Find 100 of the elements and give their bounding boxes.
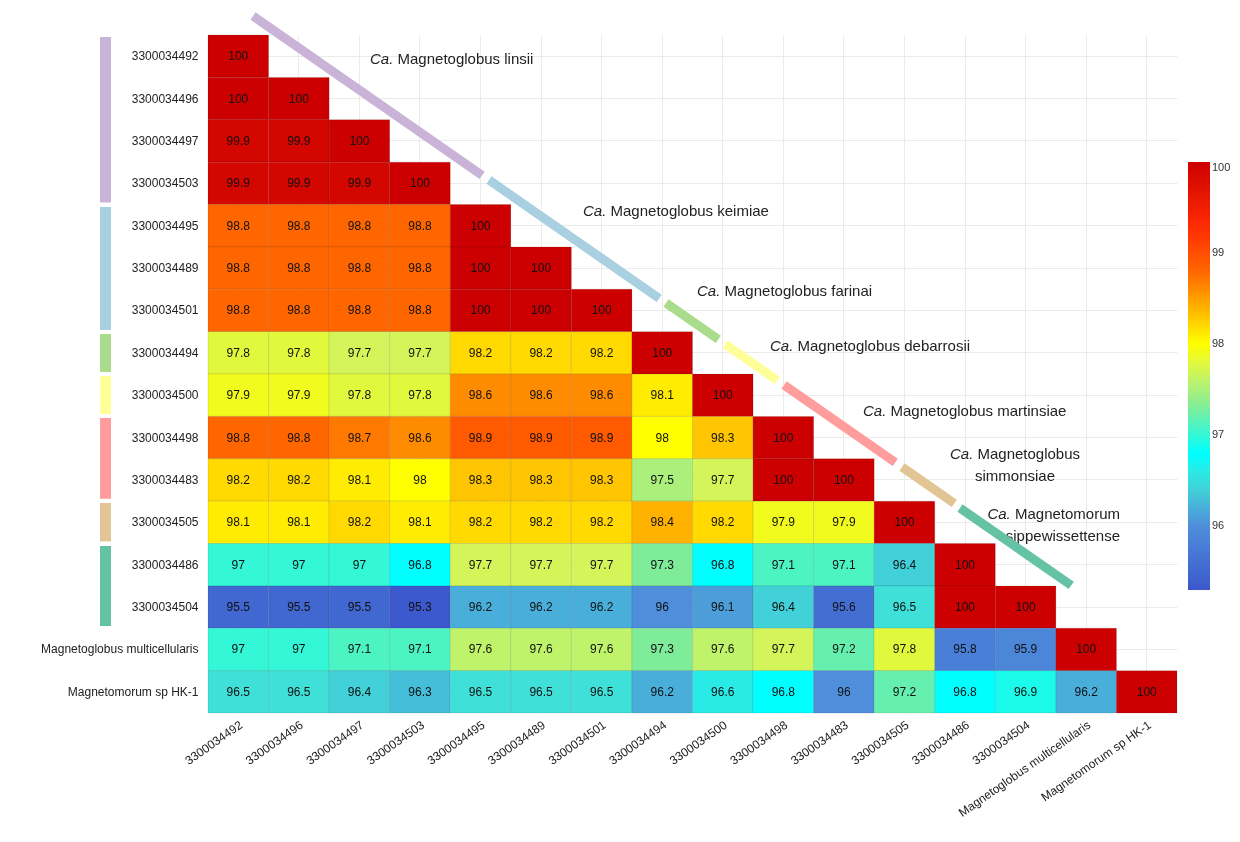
data-label: 97.3 xyxy=(650,557,675,572)
data-label: 96.4 xyxy=(771,600,796,615)
data-label: 100 xyxy=(470,218,491,233)
data-label: 98.3 xyxy=(589,472,614,487)
data-label: 100 xyxy=(409,176,431,191)
y-tick-label: 3300034501 xyxy=(131,303,199,318)
data-label: 97.7 xyxy=(408,345,432,360)
data-label: 100 xyxy=(1136,684,1158,699)
data-label: 96.8 xyxy=(771,684,796,699)
data-label: 97.8 xyxy=(892,642,917,657)
data-label: 100 xyxy=(349,133,370,148)
data-label: 100 xyxy=(591,303,612,318)
data-label: 97.9 xyxy=(771,515,796,530)
data-label: 100 xyxy=(712,388,734,403)
data-label: 96 xyxy=(837,684,851,699)
data-label: 98.2 xyxy=(287,472,311,487)
y-tick-label: 3300034489 xyxy=(131,261,199,276)
color-bar-label: 98 xyxy=(1212,337,1225,350)
data-label: 98.8 xyxy=(287,218,311,233)
data-label: 100 xyxy=(894,515,915,530)
data-label: 96.8 xyxy=(408,557,432,572)
annotation: Ca. Magnetoglobus simmonsiae xyxy=(948,444,1082,486)
data-label: 96.8 xyxy=(953,684,978,699)
data-label: 97.7 xyxy=(589,557,614,572)
y-tick-label: 3300034496 xyxy=(131,91,199,106)
data-label: 98.7 xyxy=(347,430,372,445)
data-label: 100 xyxy=(288,91,310,106)
data-label: 98.2 xyxy=(529,515,554,530)
data-label: 97.1 xyxy=(832,557,856,572)
data-label: 98 xyxy=(413,472,427,487)
data-label: 98.9 xyxy=(529,430,554,445)
y-tick-label: Magnetoglobus multicellularis xyxy=(41,642,199,657)
data-label: 95.5 xyxy=(226,600,251,615)
data-label: 98.8 xyxy=(287,261,311,276)
data-label: 96.9 xyxy=(1013,684,1038,699)
annotation: Ca. Magnetomorum sippewissettense xyxy=(986,504,1120,546)
data-label: 100 xyxy=(1076,642,1097,657)
data-label: 96.5 xyxy=(287,684,311,699)
data-label: 96.2 xyxy=(1074,684,1099,699)
data-label: 97.6 xyxy=(529,642,554,657)
data-label: 98.8 xyxy=(287,430,311,445)
data-label: 97 xyxy=(231,642,246,657)
data-label: 97.8 xyxy=(287,345,311,360)
data-label: 97.8 xyxy=(347,388,372,403)
data-label: 97.7 xyxy=(529,557,554,572)
data-label: 100 xyxy=(833,472,855,487)
y-tick-label: 3300034497 xyxy=(131,133,199,148)
y-tick-label: Magnetomorum sp HK-1 xyxy=(67,684,199,699)
data-label: 95.8 xyxy=(953,642,978,657)
annotation: Ca. Magnetoglobus farinai xyxy=(697,281,873,301)
data-label: 97 xyxy=(292,557,306,572)
data-label: 100 xyxy=(470,261,491,276)
data-label: 97.9 xyxy=(226,388,251,403)
data-label: 96.5 xyxy=(529,684,554,699)
data-label: 98.2 xyxy=(529,345,554,360)
data-label: 98.8 xyxy=(347,218,372,233)
color-bar-label: 97 xyxy=(1212,428,1225,441)
data-label: 100 xyxy=(773,472,794,487)
data-label: 97.7 xyxy=(711,472,735,487)
data-label: 100 xyxy=(531,261,552,276)
data-label: 96.5 xyxy=(468,684,493,699)
data-label: 97.8 xyxy=(408,388,432,403)
data-label: 98.9 xyxy=(468,430,493,445)
y-tick-label: 3300034495 xyxy=(131,218,199,233)
data-label: 96.5 xyxy=(892,600,917,615)
data-label: 97.2 xyxy=(832,642,856,657)
data-label: 97.9 xyxy=(832,515,856,530)
data-label: 99.9 xyxy=(287,133,311,148)
data-label: 98.2 xyxy=(589,345,614,360)
data-label: 97.7 xyxy=(771,642,796,657)
data-label: 98.2 xyxy=(347,515,372,530)
data-label: 97.6 xyxy=(468,642,493,657)
data-label: 98.3 xyxy=(711,430,735,445)
data-label: 96.5 xyxy=(589,684,614,699)
data-label: 98.3 xyxy=(468,472,493,487)
data-label: 99.9 xyxy=(226,176,251,191)
data-label: 97.2 xyxy=(892,684,917,699)
annotation: Ca. Magnetoglobus linsii xyxy=(370,49,534,69)
data-label: 95.5 xyxy=(347,600,372,615)
data-label: 98.8 xyxy=(408,261,432,276)
y-tick-label: 3300034492 xyxy=(131,49,199,64)
data-label: 99.9 xyxy=(287,176,311,191)
data-label: 96.2 xyxy=(650,684,675,699)
data-label: 97 xyxy=(292,642,306,657)
data-label: 97.5 xyxy=(650,472,675,487)
data-label: 96.8 xyxy=(711,557,735,572)
data-label: 97.9 xyxy=(287,388,311,403)
data-label: 97.1 xyxy=(347,642,372,657)
data-label: 98.8 xyxy=(287,303,311,318)
data-label: 97.6 xyxy=(711,642,735,657)
data-label: 98.1 xyxy=(226,515,251,530)
data-label: 95.6 xyxy=(832,600,856,615)
color-bar-label: 100 xyxy=(1212,161,1231,173)
y-tick-label: 3300034503 xyxy=(131,176,199,191)
data-label: 96.3 xyxy=(408,684,432,699)
y-tick-label: 3300034498 xyxy=(131,430,199,445)
data-label: 98.1 xyxy=(347,472,372,487)
data-label: 99.9 xyxy=(347,176,372,191)
data-label: 98.1 xyxy=(287,515,311,530)
data-label: 96.5 xyxy=(226,684,251,699)
